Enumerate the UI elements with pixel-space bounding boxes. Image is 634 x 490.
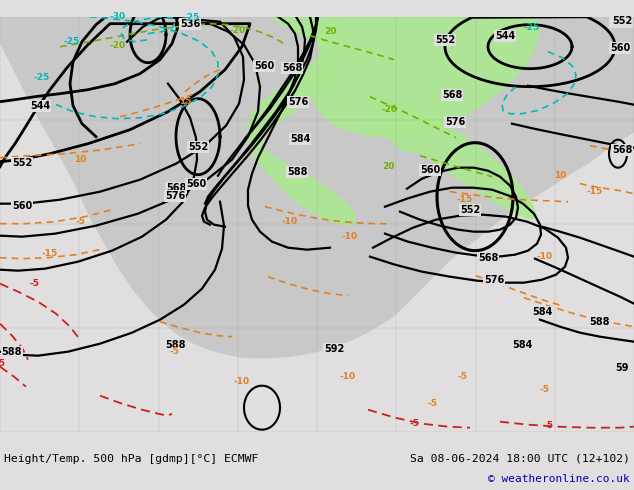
Text: -25: -25: [34, 73, 50, 82]
Text: 576: 576: [484, 275, 504, 285]
Text: 15: 15: [179, 97, 191, 106]
Text: 568: 568: [612, 145, 632, 155]
Text: -5: -5: [457, 372, 467, 381]
Text: 576: 576: [288, 97, 308, 107]
Text: 584: 584: [290, 134, 310, 144]
Text: 588: 588: [287, 167, 307, 177]
Text: 584: 584: [512, 340, 532, 350]
Text: -30: -30: [110, 12, 126, 21]
Text: 560: 560: [254, 61, 274, 71]
Text: Height/Temp. 500 hPa [gdmp][°C] ECMWF: Height/Temp. 500 hPa [gdmp][°C] ECMWF: [4, 454, 259, 464]
Text: -15: -15: [587, 187, 603, 196]
Text: -25: -25: [64, 37, 80, 46]
Text: 560: 560: [420, 165, 440, 174]
Text: Sa 08-06-2024 18:00 UTC (12+102): Sa 08-06-2024 18:00 UTC (12+102): [410, 454, 630, 464]
Text: -5: -5: [170, 347, 180, 356]
Text: 10: 10: [554, 171, 566, 180]
Text: 568: 568: [478, 253, 498, 263]
Text: 20: 20: [382, 162, 394, 171]
Text: 588: 588: [590, 317, 611, 327]
Text: -5: -5: [30, 279, 40, 288]
Text: -5: -5: [0, 359, 5, 368]
Text: -5: -5: [543, 421, 553, 430]
Text: 568: 568: [610, 17, 630, 26]
Text: 20: 20: [324, 27, 336, 36]
Text: 552: 552: [435, 35, 455, 45]
Text: -5: -5: [75, 217, 85, 226]
Text: -20: -20: [110, 41, 126, 50]
Text: 536: 536: [180, 19, 200, 29]
Text: 560: 560: [12, 201, 32, 211]
Text: 552: 552: [612, 16, 632, 25]
Text: 552: 552: [460, 205, 480, 215]
Text: 592: 592: [324, 343, 344, 354]
Text: -5: -5: [539, 385, 549, 394]
Text: 552: 552: [188, 142, 208, 152]
Text: 584: 584: [532, 307, 552, 317]
Polygon shape: [312, 17, 539, 137]
Text: -10: -10: [342, 232, 358, 241]
Text: -15: -15: [42, 249, 58, 258]
Text: 576: 576: [165, 191, 185, 201]
Text: -5: -5: [427, 399, 437, 408]
Text: -25: -25: [524, 23, 540, 32]
Text: 568: 568: [281, 63, 302, 73]
Text: -10: -10: [234, 377, 250, 386]
Polygon shape: [372, 102, 535, 219]
Text: -5: -5: [410, 419, 420, 428]
Text: 560: 560: [186, 179, 206, 189]
Text: -20: -20: [230, 26, 246, 35]
Text: 544: 544: [30, 100, 50, 111]
Text: 588: 588: [165, 340, 185, 350]
Text: 544: 544: [495, 31, 515, 41]
Text: -25: -25: [184, 13, 200, 22]
Text: 59: 59: [615, 363, 629, 373]
Text: -10: -10: [537, 252, 553, 261]
Text: 10: 10: [74, 155, 86, 164]
Text: -10: -10: [282, 217, 298, 226]
Polygon shape: [248, 17, 355, 225]
Text: 568: 568: [442, 90, 462, 99]
Text: -15: -15: [457, 195, 473, 204]
Text: © weatheronline.co.uk: © weatheronline.co.uk: [488, 474, 630, 484]
Text: 560: 560: [610, 43, 630, 53]
Text: 588: 588: [2, 347, 22, 357]
Text: 576: 576: [445, 117, 465, 127]
Text: 568: 568: [166, 183, 186, 193]
Polygon shape: [0, 17, 634, 358]
Text: 552: 552: [12, 158, 32, 168]
Text: -20: -20: [382, 105, 398, 114]
Text: -10: -10: [340, 372, 356, 381]
